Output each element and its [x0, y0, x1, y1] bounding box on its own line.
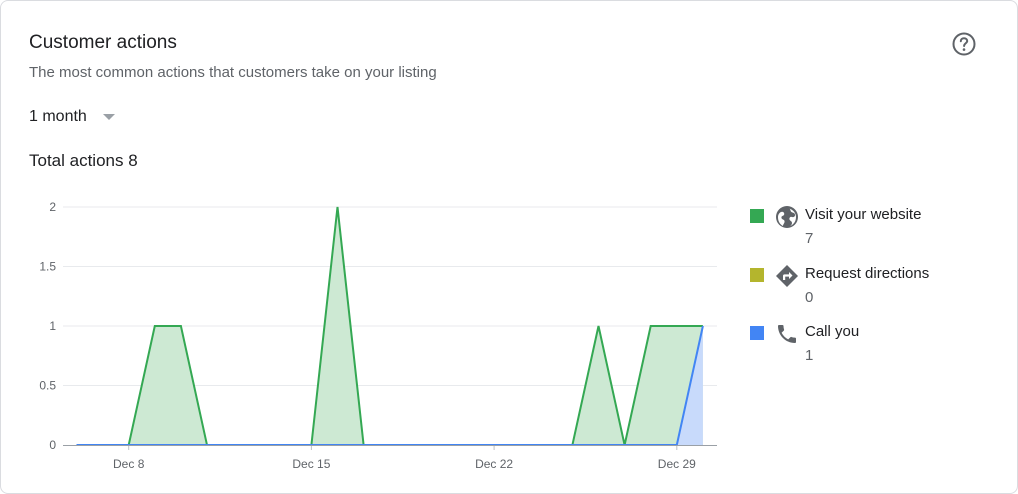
- directions-icon: [776, 265, 798, 287]
- legend-label-directions: Request directions: [805, 265, 930, 282]
- total-actions-label: Total actions 8: [29, 151, 138, 170]
- legend-swatch-website: [750, 209, 764, 223]
- legend-item-call[interactable]: Call you 1: [749, 318, 1009, 368]
- x-tick-label: Dec 8: [113, 457, 145, 471]
- time-range-dropdown[interactable]: 1 month: [29, 105, 115, 129]
- card-title: Customer actions: [29, 32, 177, 53]
- y-tick-label: 0: [49, 438, 56, 452]
- x-tick-label: Dec 22: [475, 457, 513, 471]
- phone-icon: [778, 325, 796, 343]
- x-tick-label: Dec 15: [292, 457, 330, 471]
- legend-label-website: Visit your website: [805, 206, 922, 223]
- legend-label-call: Call you: [805, 323, 860, 340]
- y-tick-label: 1: [49, 319, 56, 333]
- chevron-down-icon: [102, 114, 115, 120]
- y-tick-label: 1.5: [39, 260, 56, 274]
- actions-area-chart: 0 0.5 1 1.5 2 Dec 8 Dec 15 Dec 22 Dec 29: [39, 200, 717, 471]
- help-circle-icon[interactable]: [951, 31, 977, 57]
- legend-swatch-call: [750, 326, 764, 340]
- y-tick-label: 2: [49, 200, 56, 214]
- x-tick-label: Dec 29: [658, 457, 696, 471]
- legend-item-website[interactable]: Visit your website 7: [749, 201, 1009, 251]
- y-tick-label: 0.5: [39, 379, 56, 393]
- legend-value-website: 7: [805, 230, 814, 247]
- globe-icon: [776, 206, 798, 228]
- legend-value-call: 1: [805, 347, 814, 364]
- legend-value-directions: 0: [805, 289, 814, 306]
- series-area-visit-your-website: [76, 207, 703, 445]
- time-range-label: 1 month: [29, 108, 87, 125]
- legend-item-directions[interactable]: Request directions 0: [749, 260, 1009, 310]
- card-subtitle: The most common actions that customers t…: [29, 64, 437, 81]
- legend-swatch-directions: [750, 268, 764, 282]
